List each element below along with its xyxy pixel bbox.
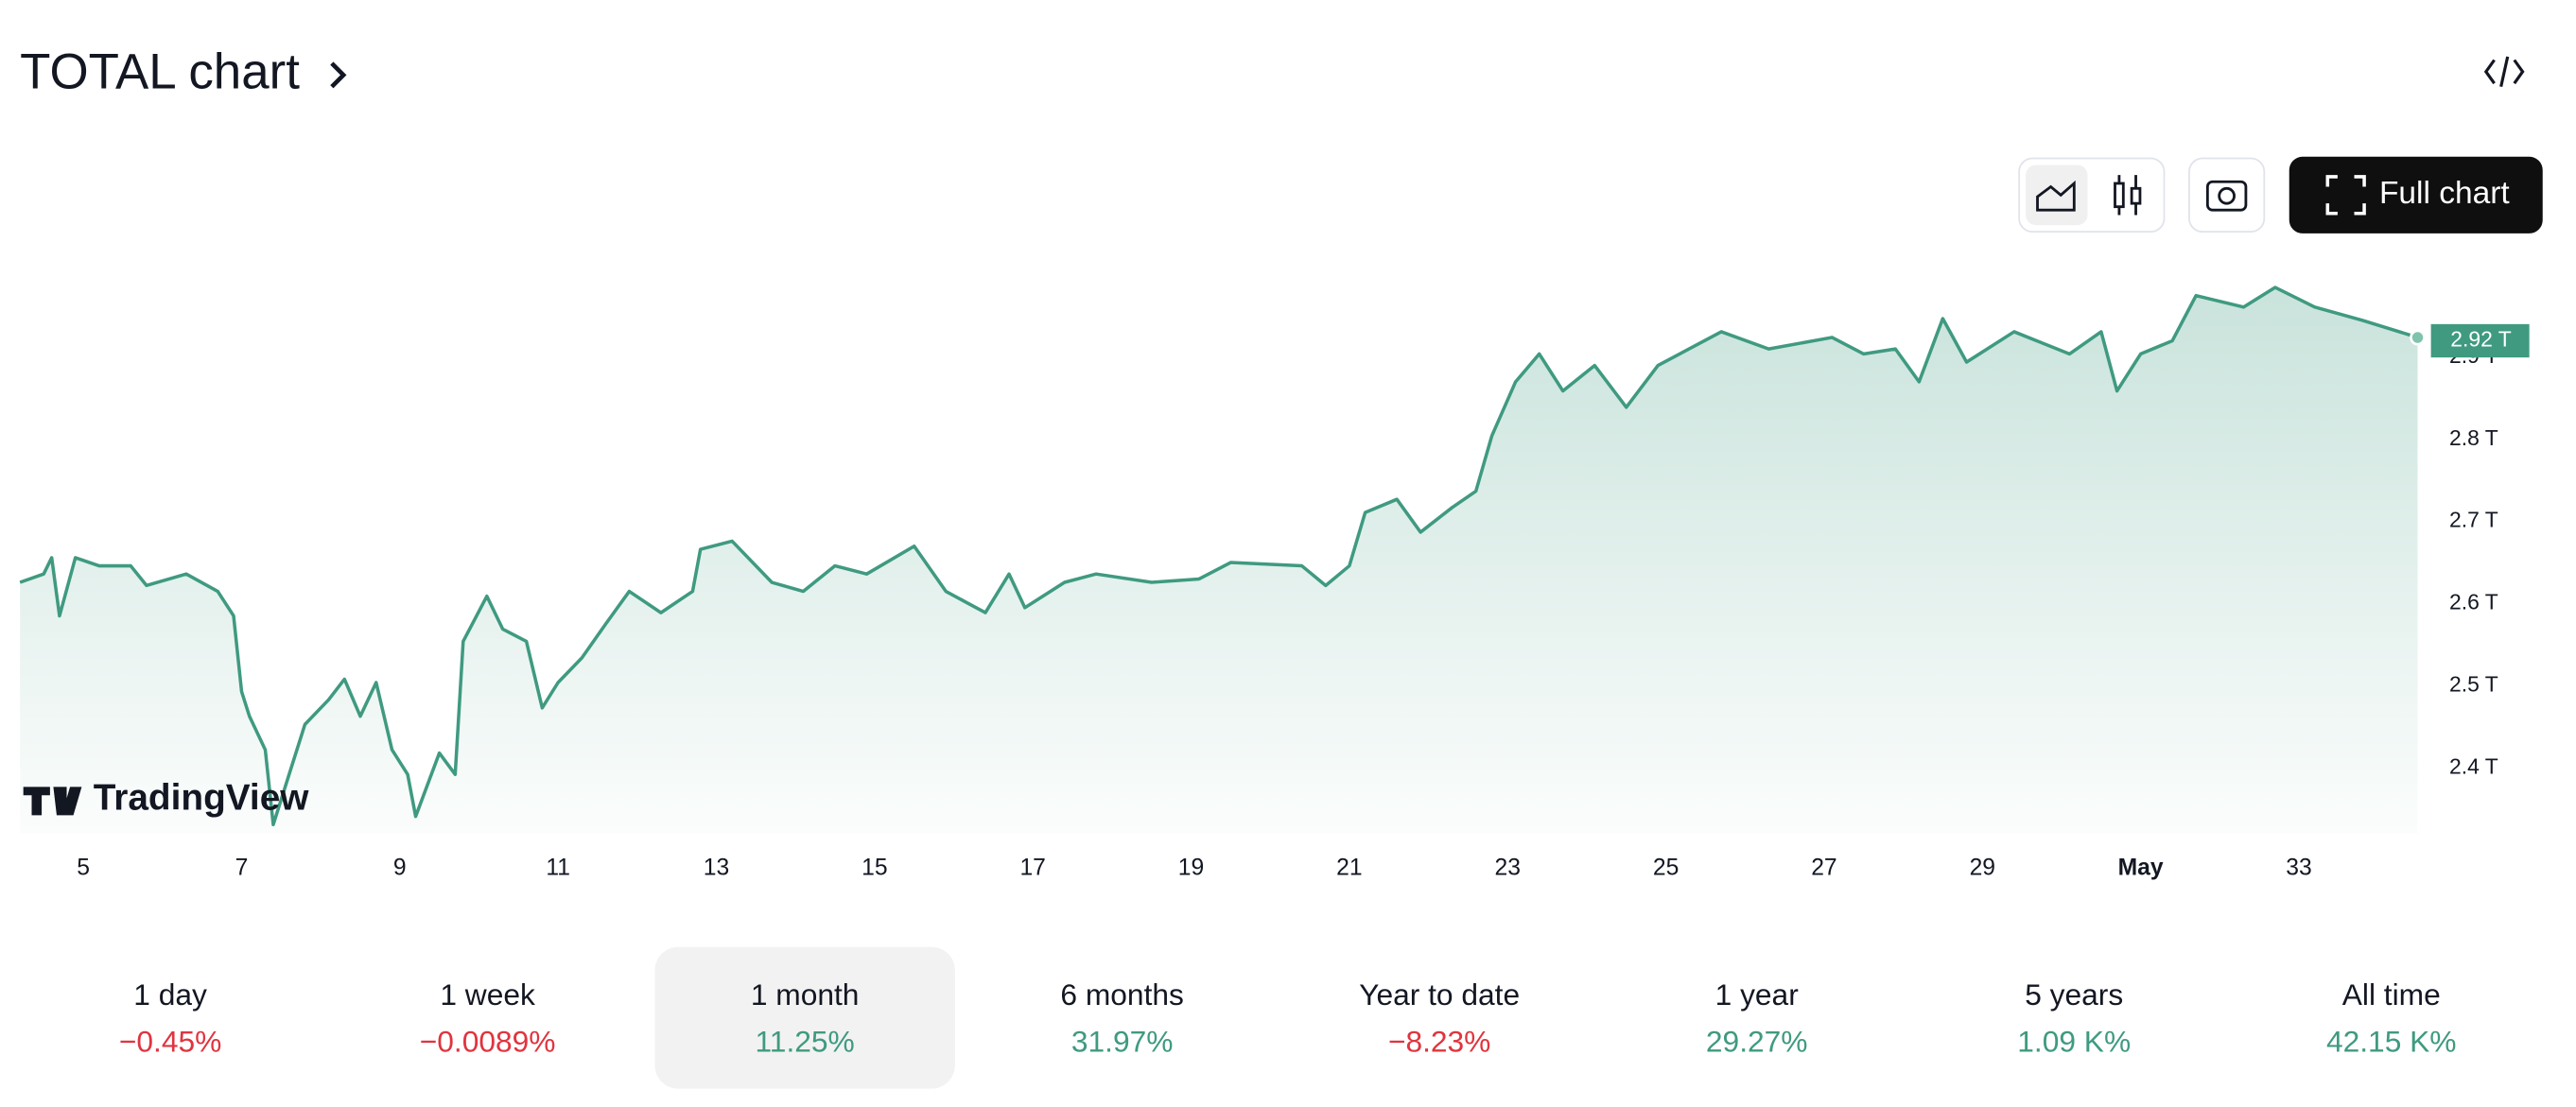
x-tick-label: 13 [704, 855, 729, 880]
tab[interactable] [972, 947, 1272, 1089]
x-tick-label: 27 [1811, 855, 1836, 880]
period-label: Year to date [1359, 977, 1520, 1012]
period-label: All time [2342, 977, 2441, 1012]
period-change: −8.23% [1388, 1024, 1490, 1058]
x-tick-label: 7 [235, 855, 249, 880]
x-tick-label: 23 [1495, 855, 1521, 880]
x-tick-label: 21 [1336, 855, 1362, 880]
period-change: −0.0089% [420, 1024, 556, 1058]
area-fill [20, 287, 2418, 834]
period-change: 29.27% [1706, 1024, 1808, 1058]
full-chart-label: Full chart [2379, 176, 2510, 211]
camera-icon [2205, 180, 2248, 212]
x-tick-label: 17 [1019, 855, 1045, 880]
y-tick-label: 2.6 T [2449, 590, 2498, 614]
current-value-badge [2430, 323, 2530, 358]
line-style-button[interactable] [2026, 164, 2088, 226]
x-tick-label: 29 [1970, 855, 1995, 880]
period-change: −0.45% [119, 1024, 221, 1058]
selected-tab[interactable] [654, 946, 955, 1089]
period-label: 1 week [440, 977, 535, 1012]
x-tick-label: 25 [1653, 855, 1679, 880]
y-tick-label: 2.5 T [2449, 671, 2498, 696]
period-label: 5 years [2025, 977, 2123, 1012]
period-change: 11.25% [756, 1024, 855, 1058]
title-chevron[interactable] [330, 61, 347, 89]
fullscreen-icon [2325, 175, 2366, 216]
x-tick-label: 33 [2286, 855, 2311, 880]
embed-icon[interactable] [2483, 56, 2525, 88]
last-point [2410, 329, 2426, 346]
x-tick-label: 15 [862, 855, 887, 880]
x-tick-label: 11 [546, 855, 570, 880]
tab[interactable] [1924, 947, 2224, 1089]
tab[interactable] [1607, 947, 1906, 1089]
period-label: 1 year [1715, 977, 1800, 1012]
period-change: 31.97% [1071, 1024, 1174, 1058]
y-tick-label: 2.8 T [2449, 425, 2498, 450]
candle-body [2130, 186, 2142, 205]
price-line [19, 285, 2419, 827]
candle-style-button[interactable] [2094, 164, 2158, 226]
line-style-icon [2036, 180, 2076, 212]
plot: 2.4 T2.5 T2.6 T2.7 T2.8 T2.9 T5791113151… [19, 285, 2530, 880]
candle-body [2114, 182, 2125, 209]
y-tick-label: 2.4 T [2449, 753, 2498, 778]
snapshot-button[interactable] [2188, 157, 2266, 234]
x-tick-label: 19 [1178, 855, 1204, 880]
period-change: 1.09 K% [2017, 1024, 2131, 1058]
x-tick-label: 9 [393, 855, 407, 880]
period-tabs: 1 day −0.45% 1 week −0.0089% 1 month 11.25% 6 … [20, 946, 2541, 1089]
tab[interactable] [2241, 947, 2541, 1089]
watermark-logo [23, 787, 82, 816]
current-value-label: 2.92 T [2450, 327, 2512, 352]
tab[interactable] [1289, 947, 1589, 1089]
period-change: 42.15 K% [2326, 1024, 2457, 1058]
title: TOTAL chart [20, 43, 300, 99]
full-chart-button[interactable] [2289, 156, 2543, 234]
tab[interactable] [20, 947, 320, 1089]
tab[interactable] [338, 947, 637, 1089]
watermark: TradingView [94, 778, 310, 819]
period-label: 1 day [133, 977, 207, 1012]
period-label: 1 month [751, 977, 860, 1012]
y-tick-label: 2.7 T [2449, 508, 2498, 532]
x-tick-label: 5 [77, 855, 90, 880]
camera-lens [2218, 186, 2236, 205]
x-tick-label: May [2118, 855, 2164, 880]
period-label: 6 months [1060, 977, 1183, 1012]
